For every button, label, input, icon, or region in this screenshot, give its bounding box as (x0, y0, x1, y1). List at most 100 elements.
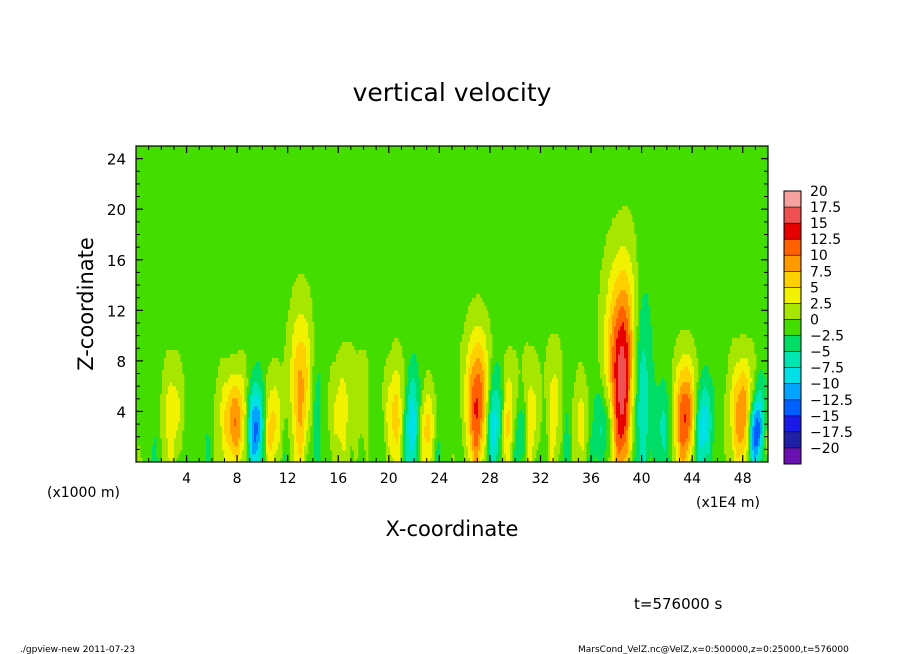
heatmap-cell (494, 434, 497, 439)
heatmap-cell (462, 374, 465, 379)
heatmap-cell (648, 446, 651, 451)
heatmap-cell (750, 378, 753, 383)
heatmap-cell (676, 374, 679, 379)
heatmap-cell (640, 438, 643, 443)
heatmap-cell (178, 426, 181, 431)
heatmap-cell (538, 426, 541, 431)
heatmap-cell (746, 446, 749, 451)
heatmap-cell (414, 382, 417, 387)
heatmap-cell (618, 398, 621, 403)
heatmap-cell (638, 426, 641, 431)
heatmap-cell (390, 454, 393, 459)
heatmap-cell (168, 430, 171, 435)
heatmap-cell (582, 378, 585, 383)
heatmap-cell (216, 418, 219, 423)
heatmap-cell (408, 454, 411, 459)
heatmap-cell (620, 446, 623, 451)
heatmap-cell (598, 434, 601, 439)
heatmap-cell (620, 414, 623, 419)
heatmap-cell (708, 430, 711, 435)
heatmap-cell (390, 378, 393, 383)
heatmap-cell (268, 438, 271, 443)
heatmap-cell (292, 382, 295, 387)
heatmap-cell (332, 430, 335, 435)
heatmap-cell (360, 390, 363, 395)
heatmap-cell (600, 410, 603, 415)
heatmap-cell (398, 426, 401, 431)
heatmap-cell (690, 442, 693, 447)
heatmap-cell (336, 378, 339, 383)
heatmap-cell (276, 434, 279, 439)
heatmap-cell (648, 414, 651, 419)
heatmap-cell (536, 430, 539, 435)
heatmap-cell (688, 454, 691, 459)
heatmap-cell (648, 394, 651, 399)
heatmap-cell (170, 422, 173, 427)
heatmap-cell (742, 394, 745, 399)
heatmap-cell (526, 406, 529, 411)
heatmap-cell (286, 386, 289, 391)
heatmap-cell (340, 454, 343, 459)
heatmap-cell (618, 394, 621, 399)
heatmap-cell (654, 442, 657, 447)
heatmap-cell (262, 382, 265, 387)
heatmap-cell (548, 398, 551, 403)
heatmap-cell (506, 430, 509, 435)
heatmap-cell (496, 406, 499, 411)
heatmap-cell (272, 410, 275, 415)
heatmap-cell (610, 446, 613, 451)
heatmap-cell (276, 418, 279, 423)
heatmap-cell (758, 394, 761, 399)
heatmap-cell (644, 374, 647, 379)
heatmap-cell (354, 370, 357, 375)
heatmap-cell (572, 450, 575, 455)
heatmap-cell (300, 406, 303, 411)
heatmap-cell (584, 434, 587, 439)
heatmap-cell (638, 450, 641, 455)
heatmap-cell (510, 386, 513, 391)
heatmap-cell (300, 438, 303, 443)
heatmap-cell (642, 446, 645, 451)
heatmap-cell (746, 398, 749, 403)
heatmap-cell (166, 458, 169, 462)
heatmap-cell (698, 438, 701, 443)
heatmap-cell (472, 386, 475, 391)
heatmap-cell (240, 422, 243, 427)
heatmap-cell (484, 458, 487, 462)
heatmap-cell (730, 394, 733, 399)
heatmap-cell (414, 450, 417, 455)
heatmap-cell (316, 398, 319, 403)
heatmap-cell (646, 414, 649, 419)
heatmap-cell (254, 374, 257, 379)
heatmap-cell (318, 418, 321, 423)
heatmap-cell (332, 414, 335, 419)
heatmap-cell (764, 398, 767, 403)
heatmap-cell (276, 394, 279, 399)
heatmap-cell (754, 426, 757, 431)
heatmap-cell (474, 450, 477, 455)
heatmap-cell (698, 442, 701, 447)
heatmap-cell (420, 406, 423, 411)
heatmap-cell (310, 390, 313, 395)
heatmap-cell (578, 406, 581, 411)
heatmap-cell (236, 442, 239, 447)
heatmap-cell (344, 414, 347, 419)
heatmap-cell (416, 430, 419, 435)
heatmap-cell (510, 426, 513, 431)
heatmap-cell (654, 390, 657, 395)
heatmap-cell (616, 418, 619, 423)
heatmap-cell (628, 454, 631, 459)
heatmap-cell (498, 390, 501, 395)
heatmap-cell (462, 438, 465, 443)
heatmap-cell (610, 374, 613, 379)
heatmap-cell (582, 410, 585, 415)
heatmap-cell (484, 402, 487, 407)
heatmap-cell (344, 418, 347, 423)
heatmap-cell (288, 434, 291, 439)
heatmap-cell (524, 398, 527, 403)
heatmap-cell (314, 402, 317, 407)
heatmap-cell (174, 414, 177, 419)
heatmap-cell (350, 386, 353, 391)
heatmap-cell (504, 402, 507, 407)
heatmap-cell (686, 438, 689, 443)
